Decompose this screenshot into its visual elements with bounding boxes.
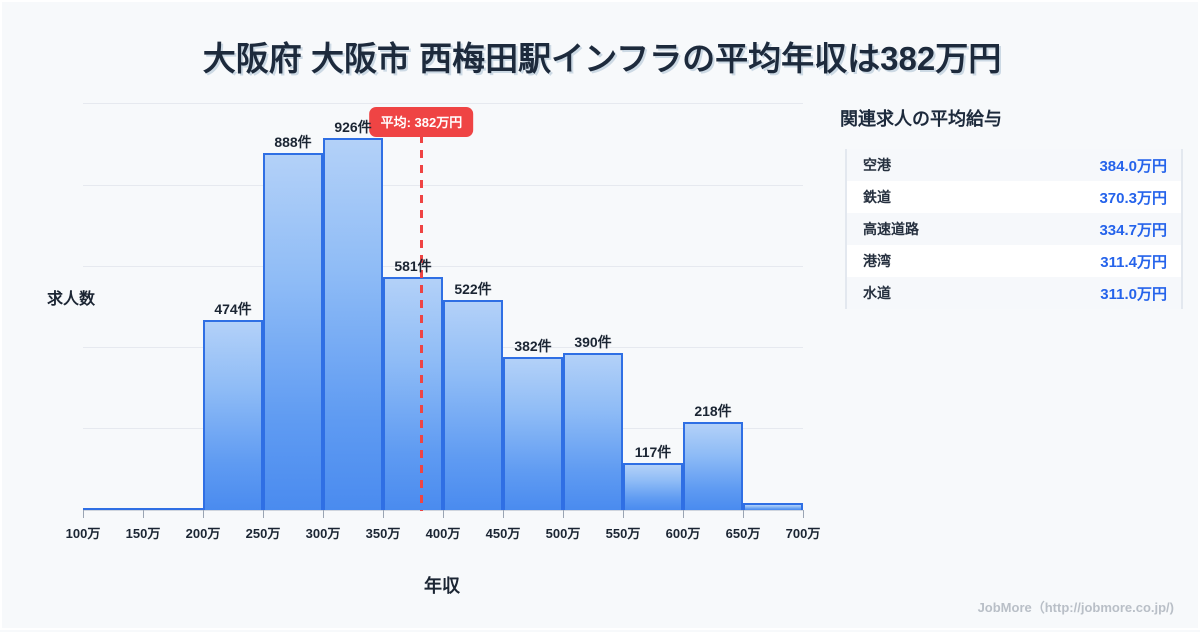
x-axis-tick-label: 550万 <box>605 526 641 541</box>
related-salary-table: 空港 384.0万円鉄道 370.3万円高速道路 334.7万円港湾 311.4万円水道… <box>845 149 1183 309</box>
histogram-bar <box>443 300 503 510</box>
table-row-value: 311.4万円 <box>1100 253 1167 271</box>
x-axis-tick <box>623 510 624 518</box>
table-row-name: 港湾 <box>863 253 891 269</box>
table-row: 港湾 311.4万円 <box>847 245 1181 277</box>
x-axis-tick-label: 500万 <box>545 526 581 541</box>
table-row-value: 384.0万円 <box>1099 157 1167 175</box>
bar-value-label: 117件 <box>634 443 672 460</box>
table-row: 空港 384.0万円 <box>847 149 1181 181</box>
x-axis-tick-label: 200万 <box>185 526 221 541</box>
table-row-value: 370.3万円 <box>1099 189 1167 207</box>
histogram-bar <box>143 508 203 510</box>
page-title: 大阪府 大阪市 西梅田駅インフラの平均年収は382万円 <box>202 40 1002 77</box>
table-row-name: 高速道路 <box>863 221 919 237</box>
bar-value-label: 382件 <box>514 337 552 354</box>
footer-credit: JobMore（http://jobmore.co.jp/) <box>977 600 1174 615</box>
histogram-bar <box>383 276 443 510</box>
histogram-bar <box>683 422 743 510</box>
x-axis-tick <box>383 510 384 518</box>
x-axis-tick <box>683 510 684 518</box>
bar-value-label: 926件 <box>334 118 372 135</box>
x-axis-tick-label: 250万 <box>245 526 281 541</box>
table-row-value: 334.7万円 <box>1099 221 1167 239</box>
x-axis-tick-label: 300万 <box>305 526 341 541</box>
bar-value-label: 218件 <box>694 403 732 420</box>
x-axis-tick-label: 700万 <box>785 526 821 541</box>
panel-title: 関連求人の平均給与 <box>840 109 1002 129</box>
histogram-bar <box>743 502 803 510</box>
x-axis-tick-label: 150万 <box>125 526 161 541</box>
gridline <box>83 184 803 186</box>
x-axis-tick-label: 600万 <box>665 526 701 541</box>
x-axis-tick <box>323 510 324 518</box>
bar-value-label: 581件 <box>394 257 432 274</box>
bar-value-label: 522件 <box>454 281 492 298</box>
table-row-name: 鉄道 <box>863 189 891 205</box>
x-axis-tick-label: 100万 <box>65 526 101 541</box>
histogram-bar <box>623 463 683 510</box>
table-row: 鉄道 370.3万円 <box>847 181 1181 213</box>
histogram-bar <box>323 137 383 510</box>
gridline <box>83 103 803 104</box>
x-axis-tick-label: 350万 <box>365 526 401 541</box>
histogram-bar <box>503 356 563 510</box>
table-row: 水道 311.0万円 <box>847 277 1181 309</box>
table-row-name: 空港 <box>863 157 891 173</box>
average-line <box>420 135 424 511</box>
histogram-bar <box>83 508 143 510</box>
bar-value-label: 390件 <box>574 334 612 351</box>
x-axis-tick-label: 400万 <box>425 526 461 541</box>
related-salary-panel: 関連求人の平均給与 空港 384.0万円鉄道 370.3万円高速道路 334.7万円港… <box>840 2 1200 632</box>
x-axis-tick-label: 650万 <box>725 526 761 541</box>
histogram-bar <box>563 353 623 510</box>
table-row-name: 水道 <box>863 285 891 301</box>
histogram-bar <box>263 153 323 510</box>
table-row: 高速道路 334.7万円 <box>847 213 1181 245</box>
gridline <box>83 265 803 267</box>
chart-area: 100万 150万 200万 250万 300万 350万 400万 450万 500万 550万… <box>2 2 840 632</box>
x-axis-tick <box>443 510 444 518</box>
average-badge: 平均: 382万円 <box>369 107 474 137</box>
x-axis-tick <box>563 510 564 518</box>
x-axis-tick <box>503 510 504 518</box>
x-axis-tick <box>803 510 804 518</box>
x-axis-label: 年収 <box>424 576 460 596</box>
y-axis-label: 求人数 <box>46 291 95 308</box>
x-axis-tick <box>743 510 744 518</box>
histogram-bars <box>83 103 803 510</box>
bar-value-label: 888件 <box>274 134 312 151</box>
bar-value-label: 474件 <box>214 300 252 317</box>
x-axis-tick-label: 450万 <box>485 526 521 541</box>
table-row-value: 311.0万円 <box>1100 285 1167 303</box>
x-axis-tick <box>83 510 84 518</box>
x-axis-tick <box>263 510 264 518</box>
x-axis-tick <box>143 510 144 518</box>
histogram-bar <box>203 319 263 510</box>
x-axis-tick <box>203 510 204 518</box>
